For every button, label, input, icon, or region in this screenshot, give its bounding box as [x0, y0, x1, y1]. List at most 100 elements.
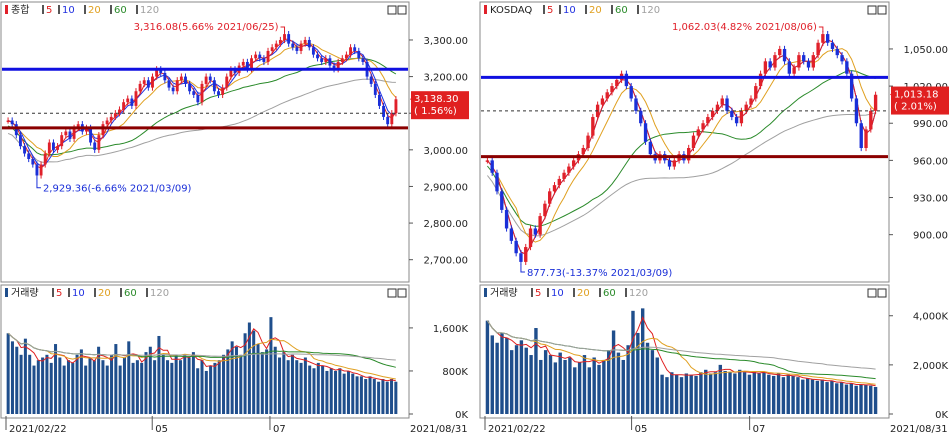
- vol-legend-ma5: 5: [56, 288, 62, 299]
- candle-body: [76, 124, 80, 128]
- volume-bar: [187, 357, 191, 414]
- ma120-line: [487, 112, 876, 237]
- volume-bar: [815, 380, 820, 414]
- candle-body: [624, 73, 629, 87]
- candle-body: [873, 94, 878, 111]
- candle-body: [373, 83, 377, 95]
- volume-bar: [534, 328, 538, 414]
- candle-body: [715, 104, 720, 111]
- volume-bar: [582, 355, 587, 414]
- volume-bar: [733, 373, 737, 414]
- volume-bar: [854, 385, 858, 414]
- candle-body: [175, 80, 179, 92]
- vol-restore-icon[interactable]: [387, 288, 397, 298]
- volume-bar: [54, 344, 58, 414]
- volume-bar: [278, 357, 282, 414]
- volume-bar: [19, 354, 23, 414]
- candle-body: [225, 76, 229, 88]
- close-icon[interactable]: [397, 5, 407, 15]
- price-frame: [0, 1, 410, 283]
- candle-body: [792, 67, 796, 74]
- candle-body: [552, 185, 557, 192]
- volume-bar: [377, 381, 381, 414]
- legend-sep: [585, 5, 587, 14]
- candle-body: [706, 117, 710, 124]
- volume-bar: [6, 333, 10, 414]
- candle-body: [485, 160, 490, 162]
- volume-bar: [844, 384, 849, 414]
- candle-body: [245, 61, 249, 70]
- volume-title: 거래량: [11, 287, 39, 299]
- volume-bar: [260, 352, 264, 414]
- legend-sep: [559, 5, 561, 14]
- volume-bar: [290, 354, 294, 414]
- volume-bar: [114, 344, 118, 414]
- current-change: ( 2.01%): [894, 102, 937, 113]
- candle-body: [303, 39, 307, 44]
- volume-bar: [316, 362, 320, 414]
- vol-close-icon[interactable]: [397, 288, 407, 298]
- legend-ma5: 5: [547, 5, 553, 16]
- vol-restore-icon[interactable]: [867, 288, 877, 298]
- candle-body: [336, 61, 340, 70]
- volume-bar: [183, 354, 187, 414]
- price-tick-label: 2,900.00: [423, 182, 468, 193]
- volume-bar: [781, 377, 786, 414]
- candle-body: [802, 55, 806, 62]
- volume-bar: [679, 377, 684, 414]
- volume-bar: [32, 365, 36, 414]
- volume-bar: [234, 346, 238, 414]
- volume-bar: [587, 367, 592, 414]
- candle-body: [113, 113, 117, 117]
- volume-bar: [148, 346, 152, 414]
- volume-bar: [390, 379, 394, 414]
- vol-legend-sep: [531, 288, 533, 297]
- volume-bar: [338, 368, 342, 414]
- volume-bar: [684, 373, 689, 414]
- volume-bar: [334, 370, 338, 414]
- candle-body: [196, 94, 200, 103]
- close-icon[interactable]: [877, 5, 887, 15]
- candle-body: [567, 166, 571, 173]
- restore-icon[interactable]: [387, 5, 397, 15]
- vol-legend-sep: [120, 288, 122, 297]
- volume-bar: [247, 322, 251, 414]
- vol-close-icon[interactable]: [877, 288, 887, 298]
- candle-body: [586, 135, 590, 148]
- candle-body: [797, 55, 801, 68]
- volume-bar: [282, 352, 286, 414]
- volume-bar: [144, 352, 148, 414]
- candle-body: [6, 120, 10, 123]
- candle-body: [667, 160, 672, 167]
- volume-bar: [41, 357, 45, 414]
- volume-bar: [196, 368, 200, 414]
- vol-legend-ma120: 120: [629, 288, 648, 299]
- low-label: 877.73(-13.37% 2021/03/09): [527, 268, 672, 279]
- candle-body: [138, 83, 142, 92]
- candle-body: [266, 50, 270, 62]
- volume-bar: [873, 386, 878, 414]
- volume-bar: [650, 350, 655, 414]
- volume-bar: [524, 347, 528, 414]
- candle-body: [869, 110, 873, 130]
- candle-body: [254, 54, 258, 59]
- candle-body: [233, 69, 237, 73]
- volume-bar: [670, 372, 674, 414]
- candle-body: [311, 47, 315, 55]
- ma120-line: [7, 78, 396, 164]
- x-label: 2021/02/22: [488, 424, 546, 434]
- panel-kosdaq: KOSDAQ51020601201,050.001,020.00990.0096…: [479, 1, 949, 434]
- candle-body: [509, 228, 514, 241]
- restore-icon[interactable]: [867, 5, 877, 15]
- volume-bar: [859, 384, 863, 414]
- volume-bar: [110, 354, 114, 414]
- legend-sep: [543, 5, 545, 14]
- volume-bar: [801, 379, 805, 414]
- candle-body: [811, 55, 815, 68]
- candle-body: [845, 61, 849, 74]
- volume-bar: [820, 379, 824, 414]
- volume-bar: [217, 360, 221, 414]
- candle-body: [835, 48, 839, 56]
- volume-bar: [747, 374, 752, 414]
